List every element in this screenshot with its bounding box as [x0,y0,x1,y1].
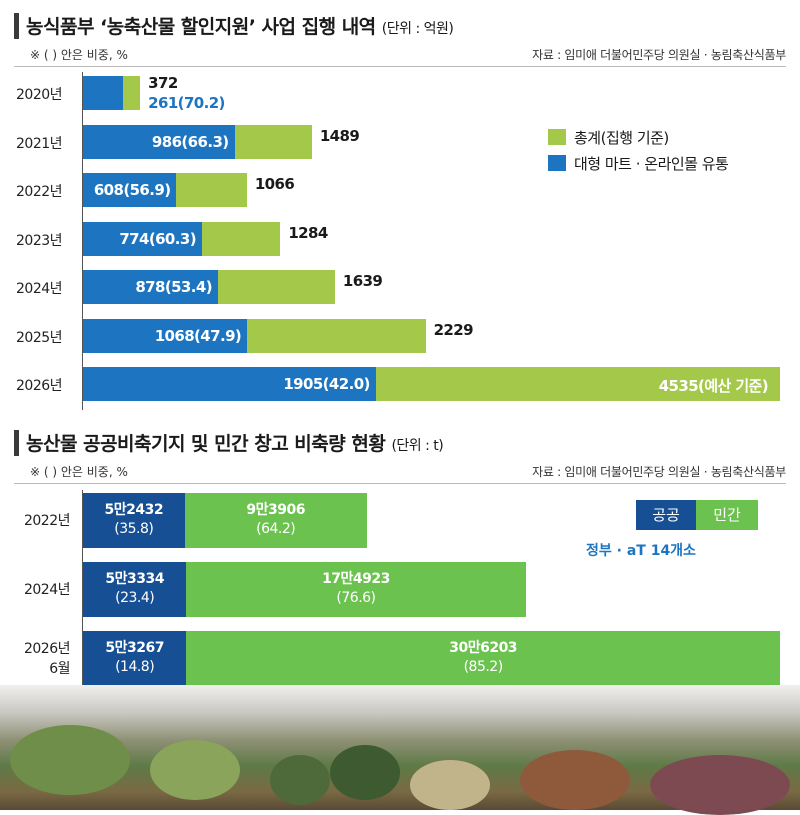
total-value-label: 372 [148,74,178,92]
retail-value-label: 986(66.3) [151,132,229,151]
year-label: 2022년 [16,184,63,200]
retail-bar [83,124,235,159]
year-label: 2024년 [16,281,63,297]
chart2-axis [82,490,83,690]
year-label: 2026년 6월 [16,639,71,679]
total-value-label: 1489 [319,126,360,145]
retail-value-label: 1068(47.9) [154,326,242,345]
value-text: 30만6203 [449,640,518,656]
sweet-potato-shape [650,755,790,815]
private-value-label: 17만4923 (76.6) [186,570,525,608]
retail-bar [83,270,218,304]
chart1-divider [14,66,786,67]
onion-shape [410,760,490,810]
chart1-title-bar [14,13,19,39]
year-label-line: 6월 [49,661,70,677]
chart2-unit: (단위 : t) [391,438,444,454]
chart1-note: ※ ( ) 안은 비중, % [30,48,128,62]
total-value-label: 4535(예산 기준) [658,377,769,395]
private-bar [186,631,780,686]
retail-bar [83,367,376,401]
chart2-divider [14,483,786,484]
retail-bar [83,318,248,353]
value-text: 5만3267 [105,640,164,656]
year-label: 2025년 [16,329,63,346]
chart1-axis [82,72,83,410]
value-text: 17만4923 [322,571,390,587]
year-label: 2022년 [16,511,71,531]
retail-bar [83,173,177,207]
public-value-label: 5만2432 (35.8) [83,501,185,539]
squash-shape [270,755,330,805]
public-bar [83,493,185,548]
chart2-legend-private: 민간 [696,500,758,530]
chart2-source: 자료 : 임미애 더불어민주당 의원실 · 농림축산식품부 [532,465,786,479]
total-value-label: 1066 [254,175,295,193]
share-text: (23.4) [115,590,155,606]
vegetable-shape [10,725,130,795]
year-label: 2020년 [16,87,63,103]
private-bar [184,493,367,548]
year-label: 2024년 [16,580,71,600]
retail-bar [83,76,124,110]
year-label-line: 2026년 [23,641,71,657]
chart1-source: 자료 : 임미애 더불어민주당 의원실 · 농림축산식품부 [532,48,786,62]
total-value-label: 1639 [342,272,383,290]
chart2-annotation: 정부 · aT 14개소 [586,543,696,559]
chart2-legend-public: 공공 [636,500,696,530]
year-label-line: 2024년 [23,582,71,598]
legend-swatch-blue [548,155,566,171]
share-text: (85.2) [463,659,504,675]
public-value-label: 5만3334 (23.4) [83,570,186,608]
retail-value-label: 774(60.3) [119,229,196,248]
retail-value-label: 1905(42.0) [283,375,370,393]
chart2-title: 농산물 공공비축기지 및 민간 창고 비축량 현황 (단위 : t) [26,433,444,455]
retail-bar [83,221,202,256]
public-bar [83,562,187,617]
year-label: 2021년 [16,135,63,152]
year-label-line: 2022년 [23,513,71,529]
chart1-legend-total: 총계(집행 기준) [548,127,669,148]
share-text: (64.2) [256,521,296,537]
share-text: (14.8) [115,659,155,675]
retail-value-label: 878(53.4) [135,278,212,296]
total-value-label: 2229 [433,320,474,339]
vegetable-shape [150,740,240,800]
legend-swatch-green [548,129,566,145]
chart2-title-bar [14,430,19,456]
squash-shape [330,745,400,800]
public-bar [83,631,187,686]
value-text: 9만3906 [246,502,305,518]
year-label: 2023년 [16,232,63,249]
private-value-label: 30만6203 (85.2) [186,639,780,677]
private-value-label: 9만3906 (64.2) [185,501,367,539]
produce-photo [0,685,800,815]
retail-value-label: 608(56.9) [93,181,171,199]
sweet-potato-shape [520,750,630,810]
public-value-label: 5만3267 (14.8) [83,639,186,677]
private-bar [186,562,526,617]
chart2-note: ※ ( ) 안은 비중, % [30,465,128,479]
chart1-legend-retail: 대형 마트 · 온라인몰 유통 [548,153,729,174]
value-text: 5만2432 [104,502,164,518]
year-label: 2026년 [16,378,63,394]
total-value-label: 1284 [288,223,328,242]
chart1-title: 농식품부 ‘농축산물 할인지원’ 사업 집행 내역 (단위 : 억원) [26,16,454,38]
chart1-unit: (단위 : 억원) [381,21,454,37]
value-text: 5만3334 [105,571,164,587]
retail-value-label: 261(70.2) [148,94,225,112]
share-text: (35.8) [114,521,154,537]
share-text: (76.6) [336,590,376,606]
